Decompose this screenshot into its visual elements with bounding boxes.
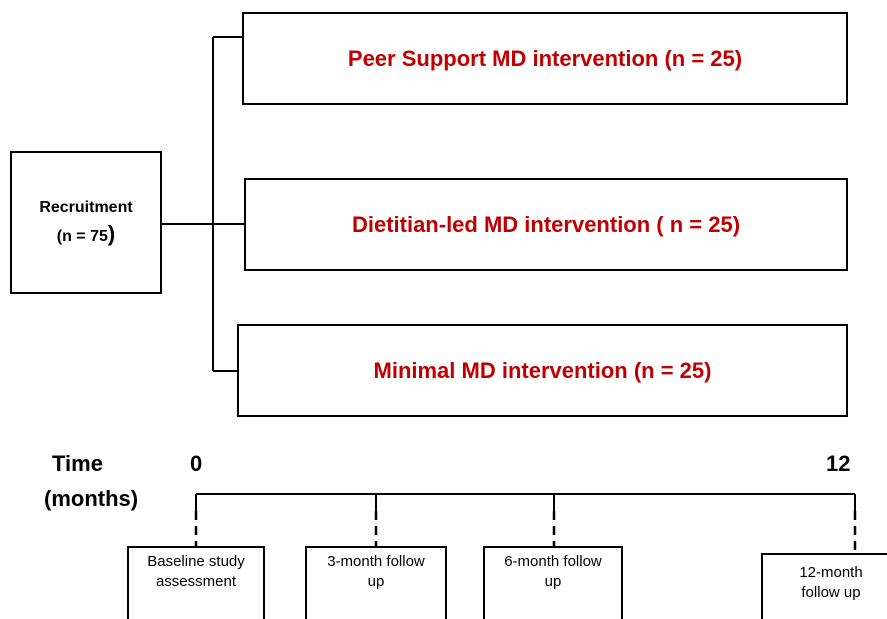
followup-baseline-line1: Baseline study [147,553,245,570]
followup-6-month-line2: up [544,573,562,590]
followup-box-12-month: 12-month follow up [761,553,887,619]
followup-12-month-line1: 12-month [799,564,863,581]
timeline-end-label: 12 [826,451,851,476]
time-axis-label-line1: Time [52,451,103,476]
recruitment-count-open: (n = 75 [56,228,108,245]
recruitment-text: Recruitment (n = 75) [39,195,132,250]
recruitment-count: (n = 75) [39,221,132,250]
recruitment-count-close: ) [107,221,116,246]
followup-box-baseline: Baseline study assessment [127,546,265,619]
arm-label-dietitian-led: Dietitian-led MD intervention ( n = 25) [351,211,741,237]
followup-baseline-line2: assessment [155,573,237,590]
arm-label-peer-support: Peer Support MD intervention (n = 25) [347,45,743,71]
followup-3-month-line2: up [367,573,385,590]
timeline-start-label: 0 [190,451,203,476]
followup-3-month-line1: 3-month follow [327,553,425,570]
arm-box-peer-support: Peer Support MD intervention (n = 25) [242,12,848,105]
arm-box-dietitian-led: Dietitian-led MD intervention ( n = 25) [244,178,848,271]
recruitment-label: Recruitment [39,199,133,216]
arm-label-minimal: Minimal MD intervention (n = 25) [373,357,712,383]
followup-box-3-month: 3-month follow up [305,546,447,619]
followup-12-month-line2: follow up [801,584,861,601]
followup-6-month-line1: 6-month follow [504,553,602,570]
time-axis-label-line2: (months) [44,486,139,511]
recruitment-box: Recruitment (n = 75) [10,151,162,294]
arm-box-minimal: Minimal MD intervention (n = 25) [237,324,848,417]
followup-box-6-month: 6-month follow up [483,546,623,619]
